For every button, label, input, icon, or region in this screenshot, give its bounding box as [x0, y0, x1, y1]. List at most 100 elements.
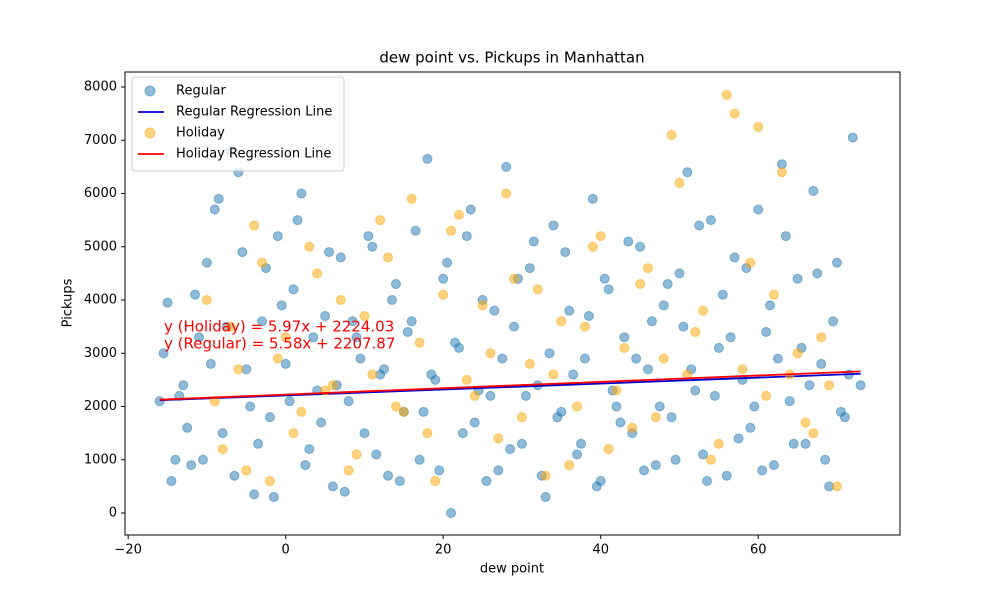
scatter-point [603, 284, 614, 295]
scatter-point [650, 460, 661, 471]
legend-label: Regular [176, 84, 227, 99]
scatter-point [635, 279, 646, 290]
y-tick-label: 0 [109, 506, 117, 521]
scatter-point [383, 470, 394, 481]
scatter-point [780, 231, 791, 242]
scatter-point [572, 401, 583, 412]
scatter-point [690, 326, 701, 337]
scatter-point [253, 438, 264, 449]
scatter-point [816, 358, 827, 369]
scatter-point [489, 305, 500, 316]
scatter-point [158, 348, 169, 359]
y-tick-label: 4000 [84, 293, 117, 308]
scatter-point [564, 305, 575, 316]
scatter-point [485, 390, 496, 401]
scatter-point [410, 225, 421, 236]
scatter-point [761, 390, 772, 401]
scatter-point [627, 422, 638, 433]
scatter-point [560, 247, 571, 258]
scatter-point [611, 401, 622, 412]
scatter-point [792, 273, 803, 284]
scatter-point [316, 417, 327, 428]
y-tick-label: 2000 [84, 399, 117, 414]
y-tick-label: 6000 [84, 186, 117, 201]
scatter-point [268, 492, 279, 503]
legend-box [131, 76, 345, 172]
scatter-point [406, 193, 417, 204]
scatter-point [194, 332, 205, 343]
y-tick-label: 8000 [84, 80, 117, 95]
scatter-point [304, 444, 315, 455]
x-tick-label: −20 [114, 543, 141, 558]
scatter-point [446, 225, 457, 236]
legend-marker [144, 85, 156, 97]
scatter-point [422, 428, 433, 439]
scatter-point [375, 215, 386, 226]
scatter-point [209, 204, 220, 215]
scatter-point [824, 380, 835, 391]
scatter-point [461, 231, 472, 242]
scatter-point [713, 438, 724, 449]
scatter-point [229, 470, 240, 481]
scatter-point [264, 476, 275, 487]
scatter-point [201, 257, 212, 268]
y-tick-label: 3000 [84, 346, 117, 361]
scatter-point [205, 358, 216, 369]
scatter-point [709, 390, 720, 401]
scatter-point [654, 401, 665, 412]
scatter-point [725, 332, 736, 343]
scatter-point [745, 422, 756, 433]
scatter-point [304, 241, 315, 252]
scatter-point [757, 465, 768, 476]
scatter-point [386, 295, 397, 306]
scatter-point [465, 204, 476, 215]
scatter-point [666, 129, 677, 140]
scatter-point [768, 289, 779, 300]
scatter-point [646, 316, 657, 327]
scatter-point [576, 438, 587, 449]
x-tick-label: 0 [282, 543, 290, 558]
scatter-point [485, 348, 496, 359]
scatter-point [351, 449, 362, 460]
scatter-point [831, 481, 842, 492]
scatter-point [658, 353, 669, 364]
scatter-point [355, 353, 366, 364]
scatter-point [426, 369, 437, 380]
scatter-point [808, 185, 819, 196]
scatter-point [765, 300, 776, 311]
scatter-point [583, 310, 594, 321]
scatter-point [442, 257, 453, 268]
scatter-point [591, 481, 602, 492]
scatter-point [772, 353, 783, 364]
scatter-point [698, 449, 709, 460]
chart-title: dew point vs. Pickups in Manhattan [379, 49, 644, 67]
scatter-point [190, 289, 201, 300]
scatter-point [280, 332, 291, 343]
scatter-point [753, 204, 764, 215]
scatter-point [166, 476, 177, 487]
scatter-point [587, 241, 598, 252]
legend-label: Holiday [176, 126, 225, 141]
scatter-point [438, 273, 449, 284]
scatter-point [705, 215, 716, 226]
scatter-point [568, 369, 579, 380]
scatter-point [611, 385, 622, 396]
scatter-point [217, 428, 228, 439]
scatter-point [847, 132, 858, 143]
scatter-point [674, 177, 685, 188]
y-axis-label: Pickups [61, 278, 76, 327]
scatter-point [170, 454, 181, 465]
scatter-point [241, 465, 252, 476]
scatter-point [599, 273, 610, 284]
scatter-point [197, 454, 208, 465]
scatter-point [363, 231, 374, 242]
scatter-point [544, 348, 555, 359]
x-tick-label: 20 [435, 543, 452, 558]
scatter-point [469, 390, 480, 401]
scatter-point [505, 444, 516, 455]
scatter-point [524, 358, 535, 369]
scatter-point [631, 353, 642, 364]
scatter-point [690, 385, 701, 396]
scatter-point [784, 396, 795, 407]
scatter-point [745, 257, 756, 268]
